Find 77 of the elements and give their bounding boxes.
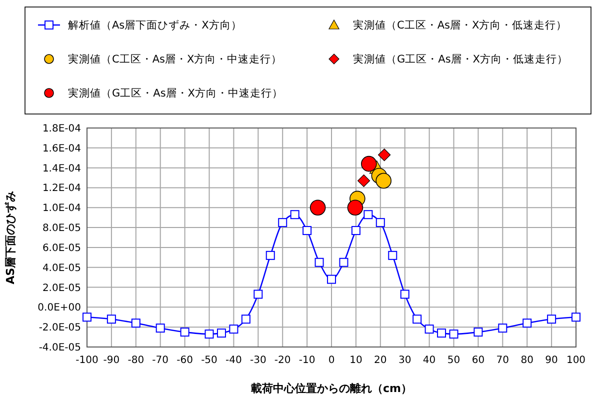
- point: [82, 312, 92, 322]
- point: [376, 218, 385, 228]
- x-tick-label: -50: [201, 355, 218, 366]
- legend-label: 解析値（As層下面ひずみ・X方向）: [68, 18, 242, 32]
- x-tick-label: 80: [520, 355, 534, 366]
- point: [361, 156, 377, 172]
- x-tick-label: 40: [422, 355, 436, 366]
- x-tick-label: -30: [250, 355, 266, 366]
- point: [266, 250, 275, 260]
- point: [310, 200, 326, 216]
- y-tick-label: 1.2E-04: [42, 183, 81, 194]
- point: [449, 330, 458, 339]
- x-tick-label: -90: [103, 355, 120, 366]
- point: [216, 328, 226, 338]
- point: [180, 328, 190, 337]
- x-tick-label: -20: [274, 355, 291, 366]
- point: [474, 328, 483, 337]
- y-tick-label: -2.0E-05: [38, 322, 81, 334]
- y-tick-label: 6.0E-05: [42, 242, 81, 254]
- point: [378, 148, 391, 162]
- x-tick-label: 60: [472, 355, 485, 366]
- x-tick-label: -40: [226, 355, 242, 366]
- y-tick-label: 8.0E-05: [42, 223, 81, 234]
- y-tick-label: 1.0E-04: [42, 203, 81, 214]
- point: [351, 226, 360, 236]
- x-tick-label: 0: [328, 355, 335, 366]
- legend-label: 実測値（G工区・As層・X方向・低速走行）: [353, 52, 568, 66]
- x-tick-label: 90: [545, 355, 558, 366]
- x-axis-title: 載荷中心位置からの離れ（cm）: [250, 382, 412, 395]
- point: [278, 218, 288, 228]
- y-tick-label: 1.8E-04: [42, 124, 81, 134]
- point: [522, 318, 532, 328]
- y-tick-label: 1.6E-04: [42, 143, 81, 154]
- point: [131, 318, 140, 328]
- y-tick-label: 0.0E+00: [38, 302, 81, 314]
- x-tick-label: -100: [76, 355, 98, 366]
- legend-label: 実測値（C工区・As層・X方向・低速走行）: [353, 18, 568, 32]
- y-tick-label: -4.0E-05: [38, 342, 81, 354]
- point: [254, 290, 263, 299]
- point: [388, 250, 398, 260]
- y-axis-title: AS層下面のひずみ: [4, 190, 17, 284]
- point: [357, 174, 370, 188]
- x-tick-label: 30: [398, 355, 412, 366]
- point: [106, 314, 116, 324]
- x-tick-label: 100: [566, 355, 586, 366]
- x-tick-label: 50: [447, 355, 460, 366]
- x-tick-label: -70: [152, 355, 169, 366]
- x-tick-label: -10: [298, 355, 316, 366]
- point: [302, 226, 312, 236]
- x-tick-label: 70: [496, 355, 510, 366]
- point: [339, 258, 348, 267]
- point: [572, 312, 580, 322]
- point: [156, 324, 165, 333]
- x-tick-label: -80: [128, 355, 144, 366]
- y-tick-label: 1.4E-04: [42, 163, 81, 174]
- point: [229, 324, 238, 334]
- x-tick-label: 20: [374, 355, 387, 366]
- y-tick-label: 2.0E-05: [42, 282, 81, 294]
- point: [327, 274, 336, 284]
- x-tick-label: -60: [176, 355, 193, 366]
- point: [204, 330, 214, 339]
- point: [347, 200, 364, 216]
- point: [498, 324, 508, 333]
- legend-label: 実測値（C工区・As層・X方向・中速走行）: [68, 52, 282, 66]
- point: [314, 258, 324, 267]
- x-tick-label: 10: [350, 355, 362, 366]
- point: [364, 210, 373, 220]
- point: [290, 210, 300, 220]
- point: [547, 314, 556, 324]
- point: [437, 328, 446, 338]
- point: [400, 290, 410, 299]
- point: [376, 172, 392, 189]
- legend-label: 実測値（G工区・As層・X方向・中速走行）: [68, 86, 283, 100]
- point: [424, 324, 434, 334]
- y-tick-label: 4.0E-05: [42, 262, 81, 274]
- point: [241, 314, 250, 324]
- point: [412, 314, 422, 324]
